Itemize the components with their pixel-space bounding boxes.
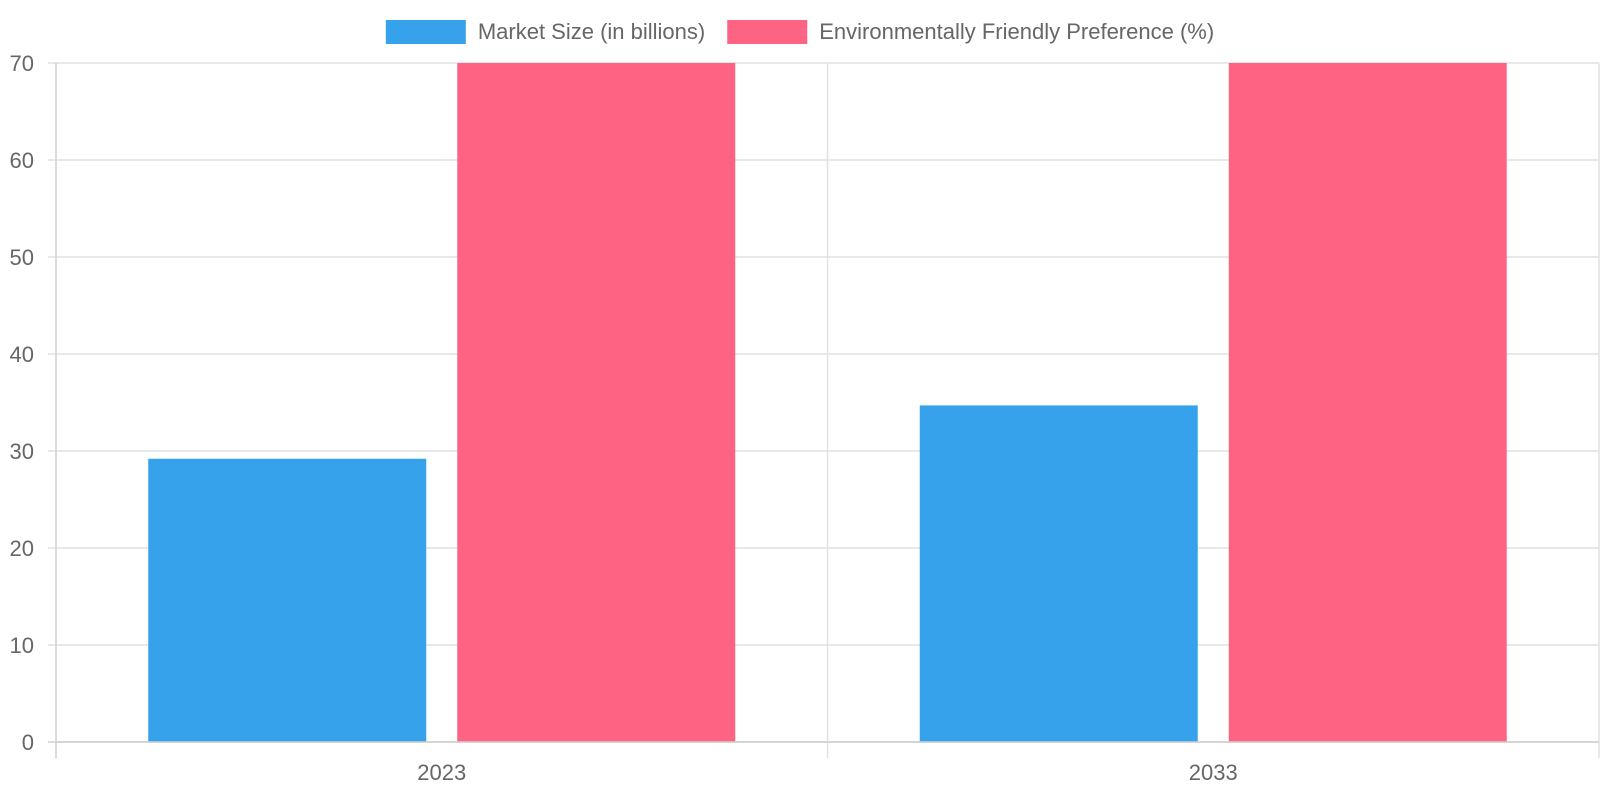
bar-series (148, 63, 1507, 742)
y-tick-label: 50 (10, 245, 34, 270)
legend-swatch-eco-preference[interactable] (727, 20, 808, 44)
bar-eco-preference-2023[interactable] (457, 63, 736, 742)
y-tick-label: 60 (10, 148, 34, 173)
legend-swatch-market-size[interactable] (385, 20, 466, 44)
y-tick-label: 30 (10, 439, 34, 464)
x-axis-ticks: 2023 2033 (417, 760, 1237, 785)
y-tick-label: 20 (10, 536, 34, 561)
y-tick-label: 0 (22, 730, 34, 755)
bar-eco-preference-2033[interactable] (1228, 63, 1507, 742)
chart-legend: Market Size (in billions) Environmentally… (385, 19, 1214, 44)
y-tick-label: 70 (10, 51, 34, 76)
legend-label-market-size[interactable]: Market Size (in billions) (478, 19, 705, 44)
y-tick-label: 40 (10, 342, 34, 367)
y-axis-ticks: 0 10 20 30 40 50 60 70 (10, 51, 34, 755)
bar-market-size-2033[interactable] (919, 405, 1198, 742)
legend-label-eco-preference[interactable]: Environmentally Friendly Preference (%) (819, 19, 1214, 44)
bar-market-size-2023[interactable] (148, 458, 427, 742)
x-tick-label: 2023 (417, 760, 466, 785)
x-tick-label: 2033 (1189, 760, 1238, 785)
y-tick-label: 10 (10, 633, 34, 658)
